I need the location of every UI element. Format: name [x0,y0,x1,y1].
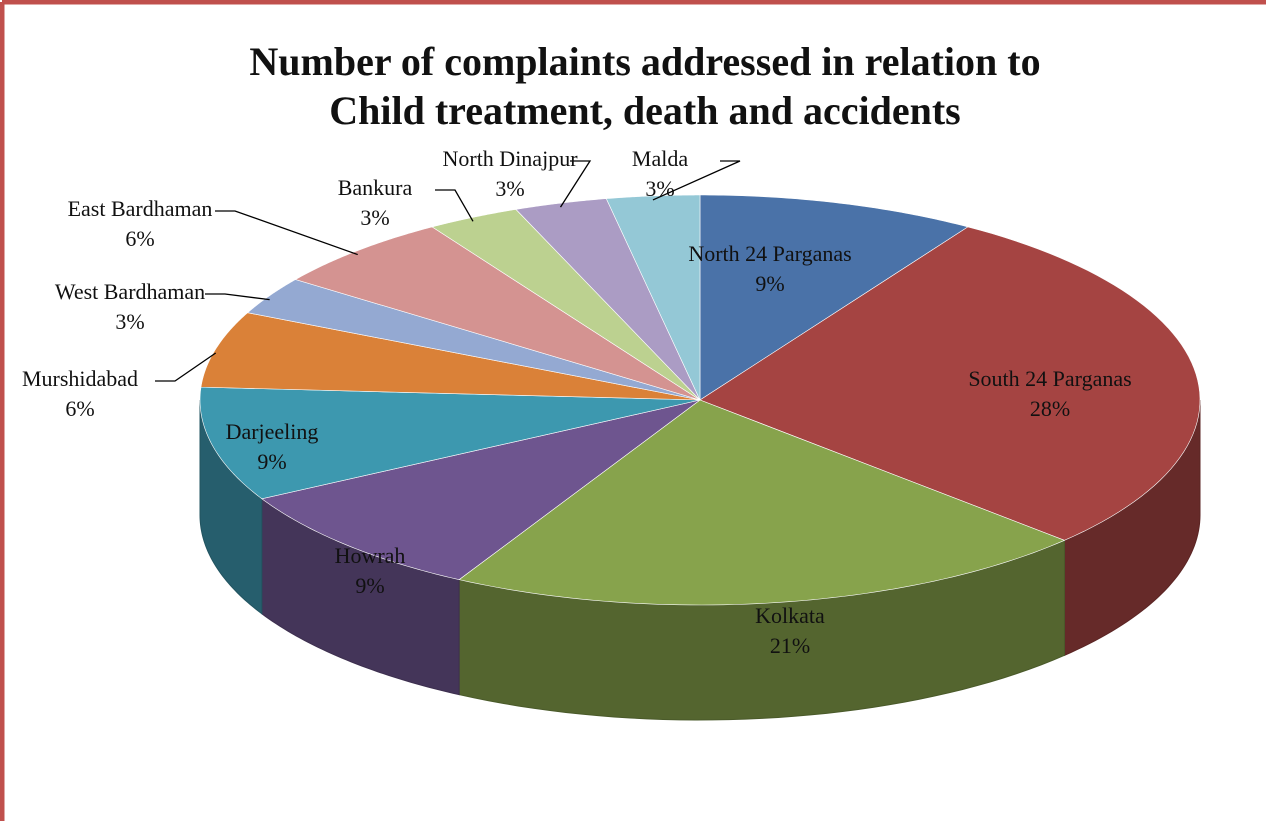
value-label: 3% [360,205,389,230]
slice [699,226,1201,541]
slice [431,209,701,401]
slice [515,198,701,401]
chart-title: Child treatment, death and accidents [329,88,960,133]
leader-line [205,293,270,301]
slice [294,226,701,401]
slice-label: Bankura [338,175,413,200]
slice-label: Darjeeling [226,419,319,444]
slice-label: North 24 Parganas [688,241,851,266]
slice-label: North Dinajpur [442,146,578,171]
value-label: 3% [645,176,674,201]
value-label: 9% [755,271,784,296]
slice [699,194,969,401]
value-label: 6% [65,396,94,421]
value-label: 3% [495,176,524,201]
slice-label: Kolkata [755,603,825,628]
slice-label: Howrah [335,543,406,568]
slice-label: East Bardhaman [68,196,213,221]
slice [199,386,701,500]
slice [605,194,701,401]
leader-line [215,210,358,256]
leader-line [435,189,474,222]
slice [458,399,1066,606]
slice-label: Murshidabad [22,366,138,391]
slice [261,399,701,580]
value-label: 9% [355,573,384,598]
leader-line [155,352,217,382]
value-label: 28% [1030,396,1070,421]
slice-label: South 24 Parganas [968,366,1131,391]
leader-line [652,160,741,201]
slice [200,312,701,401]
value-label: 21% [770,633,810,658]
chart-title: Number of complaints addressed in relati… [249,39,1040,84]
slice-label: West Bardhaman [55,279,205,304]
leader-line [559,160,592,208]
value-label: 9% [257,449,286,474]
slice [246,279,701,401]
value-label: 3% [115,309,144,334]
value-label: 6% [125,226,154,251]
slice-label: Malda [632,146,688,171]
